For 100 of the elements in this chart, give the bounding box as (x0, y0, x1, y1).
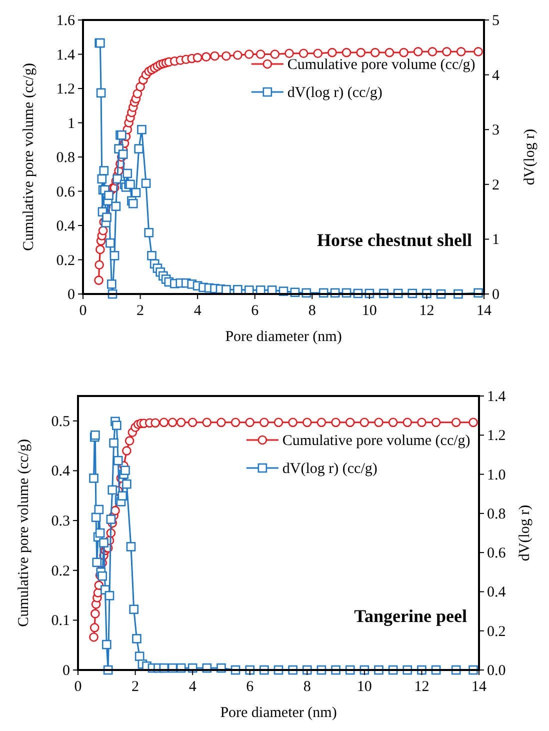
point (159, 418, 169, 428)
y2-axis-title: dV(log r) (522, 128, 538, 186)
point (374, 418, 384, 428)
annotation: Horse chestnut shell (317, 230, 472, 250)
point (129, 604, 139, 614)
y-tick-label: 0.4 (56, 218, 76, 234)
y-tick-label: 0.3 (51, 514, 70, 530)
point (104, 590, 114, 600)
point (126, 542, 136, 552)
y-tick-label: 0.8 (56, 150, 75, 166)
point (316, 418, 326, 428)
y-tick-label: 0 (68, 287, 75, 303)
point (188, 418, 198, 428)
x-tick-label: 0 (79, 303, 87, 319)
point (288, 418, 298, 428)
y2-tick-label: 3 (492, 122, 500, 139)
y2-tick-label: 4 (492, 68, 500, 84)
point (134, 652, 144, 661)
point (89, 632, 98, 642)
point (92, 558, 102, 568)
point (112, 420, 122, 430)
y2-tick-label: 0 (492, 287, 500, 303)
x-tick-label: 8 (303, 679, 311, 695)
point (388, 418, 398, 428)
legend-label: Cumulative pore volume (cc/g) (287, 57, 476, 73)
point (98, 571, 107, 581)
point (122, 479, 132, 489)
point (124, 436, 134, 446)
x-tick-label: 14 (476, 303, 492, 319)
y2-tick-label: 0.0 (487, 663, 506, 679)
point (345, 418, 355, 428)
y-tick-label: 1.2 (56, 82, 75, 98)
point (91, 512, 101, 522)
point (302, 418, 312, 428)
x-tick-label: 6 (251, 303, 260, 319)
x-tick-label: 4 (194, 303, 202, 319)
point (118, 491, 128, 500)
point (431, 418, 441, 428)
annotation: Tangerine peel (354, 606, 467, 626)
x-tick-label: 4 (188, 679, 197, 695)
y-tick-label: 0.5 (51, 414, 70, 430)
point (99, 538, 108, 548)
legend-label: dV(log r) (cc/g) (287, 85, 382, 101)
point (132, 634, 142, 644)
point (102, 640, 112, 650)
x-tick-label: 12 (414, 679, 430, 695)
point (113, 456, 123, 466)
y-tick-label: 0.6 (56, 184, 76, 200)
y-tick-label: 1.6 (56, 13, 76, 29)
point (90, 609, 100, 618)
y2-tick-label: 1.4 (487, 389, 506, 405)
point (360, 418, 370, 428)
y-tick-label: 0.2 (56, 252, 75, 269)
y2-axis-title: dV(log r) (517, 504, 533, 562)
y2-tick-label: 0.6 (487, 546, 506, 562)
y-tick-label: 1.4 (56, 47, 76, 64)
y-tick-label: 0.1 (51, 613, 70, 630)
y-tick-label: 0 (62, 663, 70, 679)
x-tick-label: 10 (362, 303, 377, 319)
x-tick-label: 6 (246, 679, 254, 695)
point (109, 438, 118, 448)
point (216, 418, 226, 428)
y-tick-label: 0.2 (51, 563, 70, 580)
point (120, 466, 130, 476)
point (451, 418, 461, 428)
point (417, 418, 426, 428)
y-axis-title: Cumulative pore volume (cc/g) (16, 439, 32, 627)
y2-tick-label: 1 (492, 232, 500, 248)
x-axis-title: Pore diameter (nm) (225, 329, 342, 345)
y2-tick-label: 2 (492, 177, 500, 194)
y2-tick-label: 0.8 (487, 506, 506, 522)
point (94, 504, 104, 514)
y2-tick-label: 0.4 (487, 584, 506, 601)
x-tick-label: 2 (132, 679, 140, 695)
x-tick-label: 12 (419, 303, 434, 319)
legend-label: Cumulative pore volume (cc/g) (282, 433, 470, 449)
y-tick-label: 0.4 (51, 464, 70, 480)
point (468, 418, 478, 428)
y2-tick-label: 1.0 (487, 467, 506, 484)
x-tick-label: 2 (136, 303, 144, 319)
point (90, 623, 100, 632)
point (122, 446, 132, 456)
y2-tick-label: 5 (492, 13, 500, 29)
point (202, 418, 212, 428)
y-tick-label: 1 (68, 116, 75, 132)
point (89, 474, 98, 483)
point (176, 418, 186, 428)
point (106, 514, 116, 524)
point (245, 418, 255, 428)
x-tick-label: 14 (472, 679, 487, 695)
point (260, 418, 269, 428)
point (274, 418, 284, 428)
y2-tick-label: 1.2 (487, 428, 506, 444)
y2-tick-label: 0.2 (487, 624, 506, 640)
x-tick-label: 8 (308, 303, 316, 319)
point (230, 418, 240, 428)
x-axis-title: Pore diameter (nm) (220, 705, 337, 721)
point (95, 528, 105, 538)
point (168, 418, 178, 428)
point (331, 418, 340, 428)
